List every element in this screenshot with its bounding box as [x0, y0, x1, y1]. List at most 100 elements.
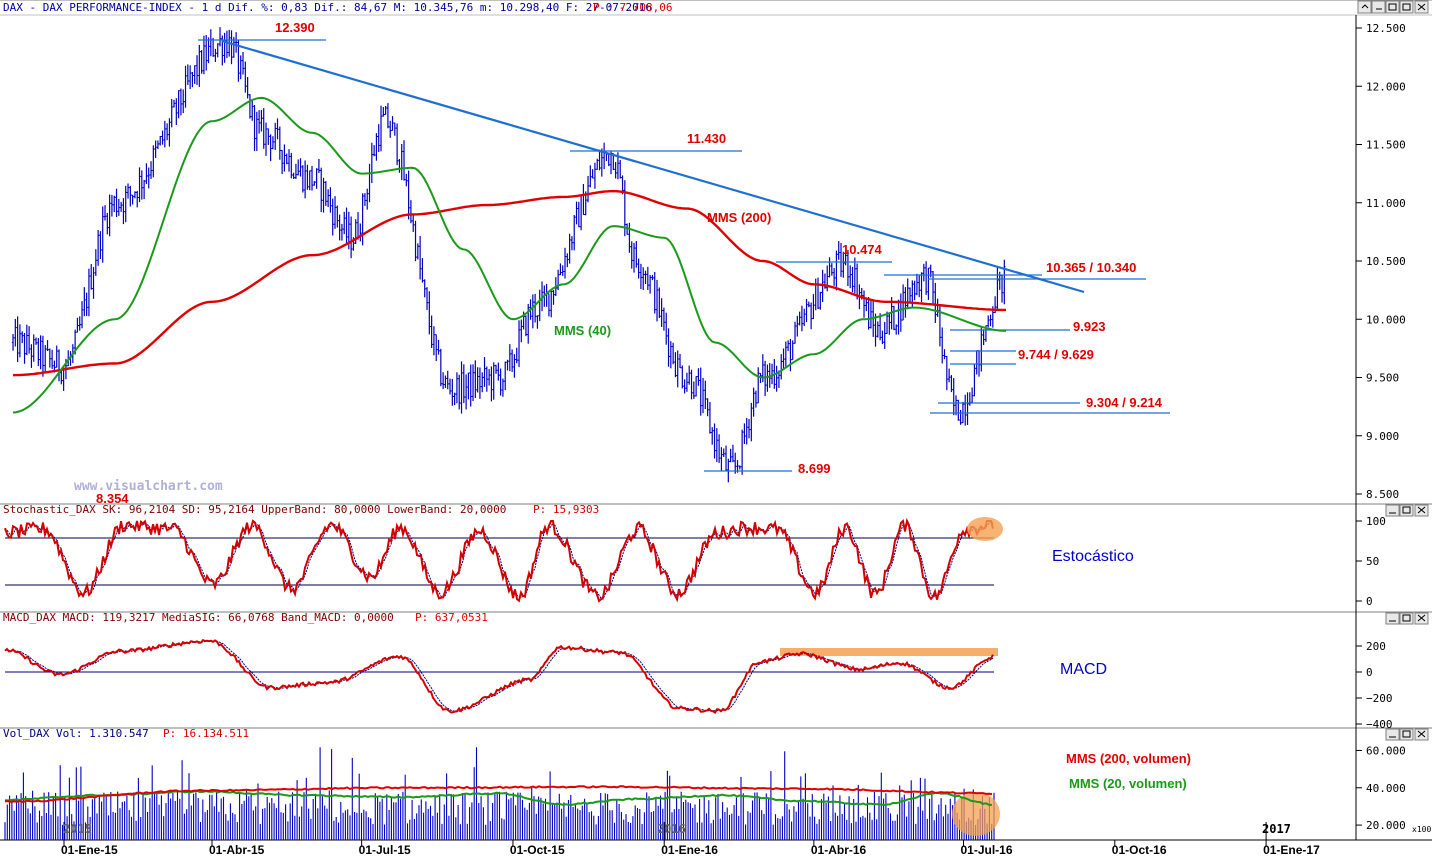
minimize-button[interactable]	[1385, 728, 1400, 741]
label-mms200: MMS (200)	[707, 210, 771, 225]
x-axis: 01-Ene-15 01-Abr-15 01-Jul-15 01-Oct-15 01-E…	[61, 822, 1320, 857]
stoch-header-text: Stochastic_DAX SK: 96,2104 SD: 95,2164 U…	[3, 503, 506, 516]
square-icon	[1402, 506, 1411, 514]
y-tick-label: 9.500	[1366, 372, 1399, 385]
macd-highlight	[780, 648, 998, 656]
y-tick-label: 0	[1366, 666, 1373, 679]
x-tick-label: 01-Oct-16	[1112, 843, 1167, 857]
stoch-window-buttons	[1385, 504, 1429, 517]
stoch-sk-line	[4, 517, 994, 603]
price-window-buttons	[1357, 0, 1429, 14]
stoch-sd-line	[4, 520, 994, 600]
annotation-support-9744: 9.744 / 9.629	[1018, 347, 1094, 362]
vol-window-buttons	[1385, 728, 1429, 741]
price-y-axis: 12.500 12.000 11.500 11.000 10.500 10.000 9.50…	[1356, 22, 1406, 501]
stoch-y-axis: 100 50 0	[1356, 515, 1386, 608]
year-label-2017: 2017	[1262, 822, 1291, 836]
watermark: www.visualchart.com	[74, 479, 223, 494]
y-tick-label: 12.500	[1366, 22, 1406, 35]
price-header: DAX - DAX PERFORMANCE-INDEX - 1 d Dif. %…	[3, 1, 672, 14]
annotation-support-9923: 9.923	[1073, 319, 1106, 334]
label-vol-mms200: MMS (200, volumen)	[1066, 751, 1191, 766]
macd-line	[4, 638, 994, 715]
vol-header: Vol_DAX Vol: 1.310.547 P: 16.134.511	[3, 727, 249, 740]
close-icon	[1417, 3, 1426, 11]
stoch-bands	[5, 537, 994, 586]
close-icon	[1417, 730, 1426, 738]
x-tick-label: 01-Oct-15	[510, 843, 565, 857]
x-tick-label: 01-Abr-15	[209, 843, 265, 857]
annotation-support-9304: 9.304 / 9.214	[1086, 395, 1163, 410]
x-tick-label: 01-Jul-15	[359, 843, 411, 857]
square-icon	[1402, 614, 1411, 622]
minimize-button[interactable]	[1385, 612, 1400, 625]
macd-window-buttons	[1385, 612, 1429, 625]
vol-header-text: Vol_DAX Vol: 1.310.547	[3, 727, 149, 740]
label-estocastico: Estocástico	[1052, 548, 1134, 565]
y-tick-label: 8.500	[1366, 488, 1399, 501]
vol-header-p: P: 16.134.511	[163, 727, 249, 740]
x-tick-label: 01-Abr-16	[811, 843, 867, 857]
minimize-button[interactable]	[1385, 504, 1400, 517]
y-tick-label: 50	[1366, 555, 1379, 568]
vol-highlight	[952, 792, 1000, 836]
annotation-resistance-10365: 10.365 / 10.340	[1046, 260, 1136, 275]
annotation-high-11430: 11.430	[687, 131, 726, 146]
x-tick-label: 01-Ene-15	[61, 843, 118, 857]
downtrend-line	[221, 39, 1085, 294]
y-tick-label: 0	[1366, 595, 1373, 608]
stoch-header: Stochastic_DAX SK: 96,2104 SD: 95,2164 U…	[3, 503, 599, 516]
close-icon	[1417, 506, 1426, 514]
macd-header: MACD_DAX MACD: 119,3217 MediaSIG: 66,076…	[3, 611, 488, 624]
macd-header-p: P: 637,0531	[415, 611, 488, 624]
y-tick-label: −400	[1366, 718, 1393, 731]
square-icon	[1402, 730, 1411, 738]
y-tick-label: 10.000	[1366, 313, 1406, 326]
vol-y-axis: 60.000 40.000 20.000	[1356, 744, 1406, 832]
square-icon	[1388, 3, 1397, 11]
label-mms40: MMS (40)	[554, 323, 611, 338]
vol-mms20-line	[4, 789, 992, 807]
maximize-button[interactable]	[1399, 612, 1414, 625]
window-icon	[1402, 3, 1411, 11]
vol-scale-label: x100	[1412, 825, 1431, 834]
year-label-2016: 2016	[657, 822, 686, 836]
y-tick-label: 10.500	[1366, 255, 1406, 268]
restore-button[interactable]	[1357, 0, 1372, 14]
x-tick-label: 01-Jul-16	[961, 843, 1013, 857]
maximize-button[interactable]	[1399, 504, 1414, 517]
y-tick-label: 200	[1366, 640, 1386, 653]
macd-header-text: MACD_DAX MACD: 119,3217 MediaSIG: 66,076…	[3, 611, 394, 624]
y-tick-label: 100	[1366, 515, 1386, 528]
mms200-line	[12, 189, 1006, 377]
support-resistance-lines	[198, 39, 1170, 472]
y-tick-label: 11.500	[1366, 139, 1406, 152]
annotation-low-8354: 8.354	[96, 491, 129, 506]
year-label-2015: 2015	[63, 822, 92, 836]
label-macd: MACD	[1060, 661, 1107, 678]
maximize-button[interactable]	[1371, 0, 1386, 14]
price-header-p: P : 7.708,06	[593, 1, 672, 14]
annotation-high-10474: 10.474	[842, 242, 883, 257]
expand-button[interactable]	[1399, 0, 1414, 14]
maximize-button[interactable]	[1399, 728, 1414, 741]
panel-frames	[0, 0, 1432, 841]
price-header-text: DAX - DAX PERFORMANCE-INDEX - 1 d Dif. %…	[3, 1, 652, 14]
macd-y-axis: 200 0 −200 −400	[1356, 640, 1393, 731]
y-tick-label: 20.000	[1366, 819, 1406, 832]
label-vol-mms20: MMS (20, volumen)	[1069, 776, 1187, 791]
minimize-button[interactable]	[1385, 0, 1400, 14]
x-tick-label: 01-Ene-16	[661, 843, 718, 857]
y-tick-label: 11.000	[1366, 197, 1406, 210]
y-tick-label: 12.000	[1366, 80, 1406, 93]
mms40-line	[12, 96, 1007, 414]
close-icon	[1417, 614, 1426, 622]
stoch-highlight	[967, 517, 1003, 541]
y-tick-label: −200	[1366, 692, 1393, 705]
volume-bars	[4, 747, 995, 840]
y-tick-label: 40.000	[1366, 782, 1406, 795]
y-tick-label: 9.000	[1366, 430, 1399, 443]
x-tick-label: 01-Ene-17	[1263, 843, 1320, 857]
annotation-low-8699: 8.699	[798, 461, 831, 476]
